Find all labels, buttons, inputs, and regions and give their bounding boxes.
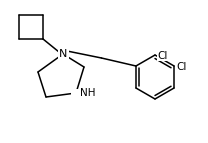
Bar <box>71 89 85 98</box>
Bar <box>176 62 190 72</box>
Bar <box>157 51 171 60</box>
Text: Cl: Cl <box>158 51 168 61</box>
Text: NH: NH <box>80 88 95 98</box>
Bar <box>57 49 68 58</box>
Text: Cl: Cl <box>177 62 187 72</box>
Text: N: N <box>59 49 67 59</box>
